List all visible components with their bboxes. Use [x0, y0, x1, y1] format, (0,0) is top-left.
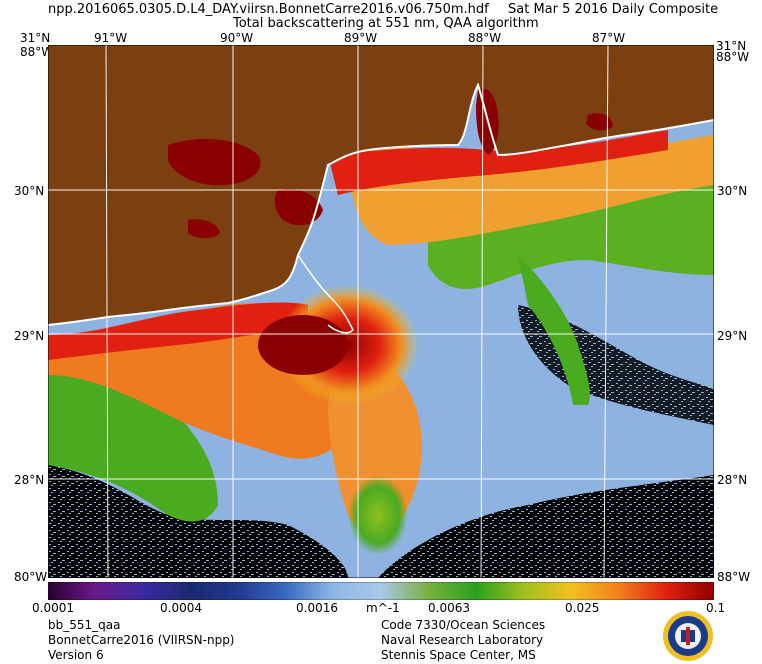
composite-date: Sat Mar 5 2016 Daily Composite: [508, 2, 719, 17]
corner-label-top-left: 31°N: [20, 31, 51, 45]
inland-bay-pontchartrain: [168, 139, 261, 186]
delta-coastline: [297, 254, 354, 334]
inland-bay-small: [188, 219, 220, 239]
green-filament: [518, 255, 590, 405]
red-coastal-band: [48, 302, 308, 360]
red-coastal-band-east: [328, 130, 668, 195]
corner-label-bottom-right: 88°W: [717, 570, 751, 584]
coastline: [48, 82, 714, 326]
corner-label-bottom-left: 80°W: [14, 570, 48, 584]
footer-lab: Naval Research Laboratory: [381, 633, 544, 647]
colorbar-tick-4: 0.025: [565, 601, 600, 615]
footer-dataset: BonnetCarre2016 (VIIRSN-npp): [48, 633, 235, 647]
inland-bay-east: [586, 113, 613, 131]
colorbar-tick-2: 0.0016: [296, 601, 338, 615]
corner-label-top-right: 31°N: [716, 39, 747, 53]
colorbar-unit: m^-1: [366, 601, 400, 615]
satellite-map: [48, 45, 714, 578]
mississippi-mouth-plume: [258, 315, 348, 375]
meridian-88w: [480, 45, 484, 578]
lat-label-28n-left: 28°N: [14, 473, 45, 487]
lat-label-30n-right: 30°N: [717, 184, 748, 198]
meridian-87w: [603, 45, 609, 578]
coastal-green-west: [48, 345, 218, 522]
lon-label-88w: 88°W: [468, 31, 502, 45]
lat-label-28n-right: 28°N: [717, 473, 748, 487]
lon-label-91w: 91°W: [94, 31, 128, 45]
colorbar-tick-0: 0.0001: [32, 601, 74, 615]
lon-label-89w: 89°W: [344, 31, 378, 45]
no-data-region-southeast: [378, 475, 714, 578]
corner-label-top-right-lon: 88°W: [716, 50, 750, 64]
lat-label-30n-left: 30°N: [14, 184, 45, 198]
colorbar-gradient: [48, 582, 714, 600]
colorbar-tick-3: 0.0063: [428, 601, 470, 615]
lon-label-87w: 87°W: [592, 31, 626, 45]
colorbar: [48, 582, 714, 600]
graticule: [48, 45, 714, 578]
lat-label-29n-right: 29°N: [717, 329, 748, 343]
land-mass: [48, 45, 714, 325]
no-data-region-south: [48, 465, 348, 578]
green-patch-south: [348, 475, 408, 555]
corner-label-top-left-lon: 88°W: [20, 45, 54, 59]
file-name: npp.2016065.0305.D.L4_DAY.viirsn.BonnetC…: [48, 2, 489, 17]
meridian-91w: [105, 45, 109, 578]
nrl-seal-logo: [663, 611, 713, 661]
footer-version: Version 6: [48, 648, 104, 662]
lon-label-90w: 90°W: [220, 31, 254, 45]
colorbar-tick-1: 0.0004: [160, 601, 202, 615]
colorbar-tick-5: 0.1: [706, 601, 726, 615]
inland-bay-borgne: [274, 188, 323, 226]
footer-code: Code 7330/Ocean Sciences: [381, 618, 546, 632]
footer-product: bb_551_qaa: [48, 618, 121, 632]
lat-label-29n-left: 29°N: [14, 329, 45, 343]
product-subtitle: Total backscattering at 551 nm, QAA algo…: [233, 16, 539, 31]
footer-location: Stennis Space Center, MS: [381, 648, 536, 662]
